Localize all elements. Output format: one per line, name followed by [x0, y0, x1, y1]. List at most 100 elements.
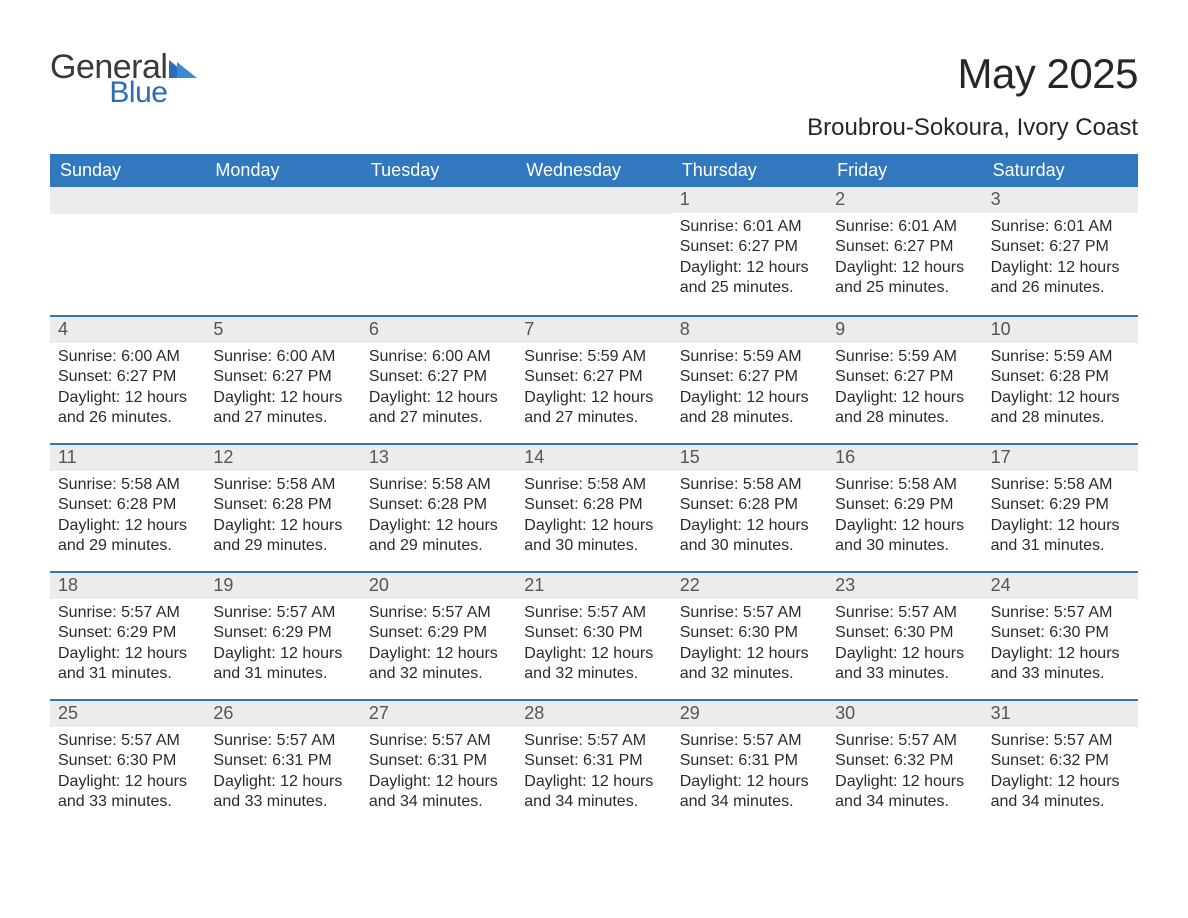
daylight-text: Daylight: 12 hours and 29 minutes.: [369, 516, 508, 557]
calendar-cell: 4Sunrise: 6:00 AMSunset: 6:27 PMDaylight…: [50, 317, 205, 443]
daylight-text: Daylight: 12 hours and 33 minutes.: [991, 644, 1130, 685]
sunset-text: Sunset: 6:29 PM: [58, 623, 197, 643]
cell-body: Sunrise: 5:58 AMSunset: 6:28 PMDaylight:…: [205, 471, 360, 565]
daylight-text: Daylight: 12 hours and 31 minutes.: [213, 644, 352, 685]
daylight-text: Daylight: 12 hours and 34 minutes.: [369, 772, 508, 813]
calendar-cell: 11Sunrise: 5:58 AMSunset: 6:28 PMDayligh…: [50, 445, 205, 571]
cell-body: Sunrise: 5:59 AMSunset: 6:28 PMDaylight:…: [983, 343, 1138, 437]
calendar-cell: 21Sunrise: 5:57 AMSunset: 6:30 PMDayligh…: [516, 573, 671, 699]
daylight-text: Daylight: 12 hours and 28 minutes.: [991, 388, 1130, 429]
calendar-cell: 3Sunrise: 6:01 AMSunset: 6:27 PMDaylight…: [983, 187, 1138, 315]
day-number: 13: [361, 445, 516, 471]
sunset-text: Sunset: 6:27 PM: [835, 237, 974, 257]
day-number: 9: [827, 317, 982, 343]
cell-body: Sunrise: 5:57 AMSunset: 6:32 PMDaylight:…: [827, 727, 982, 821]
calendar-cell: 14Sunrise: 5:58 AMSunset: 6:28 PMDayligh…: [516, 445, 671, 571]
sunset-text: Sunset: 6:32 PM: [991, 751, 1130, 771]
calendar-cell: 12Sunrise: 5:58 AMSunset: 6:28 PMDayligh…: [205, 445, 360, 571]
cell-body: Sunrise: 5:59 AMSunset: 6:27 PMDaylight:…: [827, 343, 982, 437]
cell-body: Sunrise: 6:01 AMSunset: 6:27 PMDaylight:…: [983, 213, 1138, 307]
day-number: 24: [983, 573, 1138, 599]
daylight-text: Daylight: 12 hours and 33 minutes.: [835, 644, 974, 685]
cell-body: Sunrise: 5:59 AMSunset: 6:27 PMDaylight:…: [672, 343, 827, 437]
day-number: 4: [50, 317, 205, 343]
sunset-text: Sunset: 6:27 PM: [213, 367, 352, 387]
calendar-cell: 10Sunrise: 5:59 AMSunset: 6:28 PMDayligh…: [983, 317, 1138, 443]
sunset-text: Sunset: 6:29 PM: [835, 495, 974, 515]
daylight-text: Daylight: 12 hours and 27 minutes.: [213, 388, 352, 429]
calendar-cell: 29Sunrise: 5:57 AMSunset: 6:31 PMDayligh…: [672, 701, 827, 827]
day-number: 25: [50, 701, 205, 727]
sunset-text: Sunset: 6:31 PM: [524, 751, 663, 771]
sunset-text: Sunset: 6:30 PM: [58, 751, 197, 771]
daylight-text: Daylight: 12 hours and 33 minutes.: [213, 772, 352, 813]
daylight-text: Daylight: 12 hours and 34 minutes.: [835, 772, 974, 813]
day-header: Saturday: [983, 154, 1138, 187]
daylight-text: Daylight: 12 hours and 32 minutes.: [680, 644, 819, 685]
daylight-text: Daylight: 12 hours and 27 minutes.: [369, 388, 508, 429]
daylight-text: Daylight: 12 hours and 30 minutes.: [680, 516, 819, 557]
calendar-cell: 7Sunrise: 5:59 AMSunset: 6:27 PMDaylight…: [516, 317, 671, 443]
day-number: 27: [361, 701, 516, 727]
day-number: 12: [205, 445, 360, 471]
day-number: [361, 187, 516, 214]
sunrise-text: Sunrise: 5:57 AM: [524, 603, 663, 623]
day-number: 21: [516, 573, 671, 599]
sunrise-text: Sunrise: 5:58 AM: [369, 475, 508, 495]
sunset-text: Sunset: 6:28 PM: [369, 495, 508, 515]
cell-body: Sunrise: 5:58 AMSunset: 6:28 PMDaylight:…: [361, 471, 516, 565]
day-header: Friday: [827, 154, 982, 187]
sunset-text: Sunset: 6:31 PM: [369, 751, 508, 771]
cell-body: Sunrise: 5:57 AMSunset: 6:29 PMDaylight:…: [361, 599, 516, 693]
day-header-row: SundayMondayTuesdayWednesdayThursdayFrid…: [50, 154, 1138, 187]
day-number: 10: [983, 317, 1138, 343]
day-number: 11: [50, 445, 205, 471]
calendar-cell: 9Sunrise: 5:59 AMSunset: 6:27 PMDaylight…: [827, 317, 982, 443]
cell-body: Sunrise: 6:01 AMSunset: 6:27 PMDaylight:…: [827, 213, 982, 307]
calendar-cell: 19Sunrise: 5:57 AMSunset: 6:29 PMDayligh…: [205, 573, 360, 699]
sunrise-text: Sunrise: 5:59 AM: [524, 347, 663, 367]
cell-body: Sunrise: 5:57 AMSunset: 6:30 PMDaylight:…: [672, 599, 827, 693]
sunrise-text: Sunrise: 5:58 AM: [991, 475, 1130, 495]
calendar-cell: [361, 187, 516, 315]
daylight-text: Daylight: 12 hours and 27 minutes.: [524, 388, 663, 429]
calendar-cell: 1Sunrise: 6:01 AMSunset: 6:27 PMDaylight…: [672, 187, 827, 315]
sunrise-text: Sunrise: 6:00 AM: [369, 347, 508, 367]
header: General Blue May 2025 Broubrou-Sokoura, …: [50, 50, 1138, 142]
calendar-cell: 13Sunrise: 5:58 AMSunset: 6:28 PMDayligh…: [361, 445, 516, 571]
cell-body: Sunrise: 5:58 AMSunset: 6:29 PMDaylight:…: [983, 471, 1138, 565]
sunrise-text: Sunrise: 5:58 AM: [835, 475, 974, 495]
sunset-text: Sunset: 6:27 PM: [991, 237, 1130, 257]
calendar-cell: 16Sunrise: 5:58 AMSunset: 6:29 PMDayligh…: [827, 445, 982, 571]
weeks-container: 1Sunrise: 6:01 AMSunset: 6:27 PMDaylight…: [50, 187, 1138, 827]
daylight-text: Daylight: 12 hours and 32 minutes.: [369, 644, 508, 685]
day-header: Sunday: [50, 154, 205, 187]
cell-body: Sunrise: 5:58 AMSunset: 6:28 PMDaylight:…: [672, 471, 827, 565]
daylight-text: Daylight: 12 hours and 33 minutes.: [58, 772, 197, 813]
daylight-text: Daylight: 12 hours and 30 minutes.: [835, 516, 974, 557]
day-number: 26: [205, 701, 360, 727]
calendar-cell: 20Sunrise: 5:57 AMSunset: 6:29 PMDayligh…: [361, 573, 516, 699]
day-number: [205, 187, 360, 214]
calendar-cell: 17Sunrise: 5:58 AMSunset: 6:29 PMDayligh…: [983, 445, 1138, 571]
day-number: 18: [50, 573, 205, 599]
day-number: 29: [672, 701, 827, 727]
sunset-text: Sunset: 6:28 PM: [524, 495, 663, 515]
sunset-text: Sunset: 6:27 PM: [524, 367, 663, 387]
day-header: Wednesday: [516, 154, 671, 187]
daylight-text: Daylight: 12 hours and 30 minutes.: [524, 516, 663, 557]
calendar-cell: 5Sunrise: 6:00 AMSunset: 6:27 PMDaylight…: [205, 317, 360, 443]
sunset-text: Sunset: 6:31 PM: [213, 751, 352, 771]
calendar-week: 4Sunrise: 6:00 AMSunset: 6:27 PMDaylight…: [50, 315, 1138, 443]
daylight-text: Daylight: 12 hours and 32 minutes.: [524, 644, 663, 685]
day-number: [50, 187, 205, 214]
calendar-cell: 18Sunrise: 5:57 AMSunset: 6:29 PMDayligh…: [50, 573, 205, 699]
day-number: 14: [516, 445, 671, 471]
day-header: Thursday: [672, 154, 827, 187]
daylight-text: Daylight: 12 hours and 29 minutes.: [58, 516, 197, 557]
calendar-week: 25Sunrise: 5:57 AMSunset: 6:30 PMDayligh…: [50, 699, 1138, 827]
cell-body: Sunrise: 5:57 AMSunset: 6:29 PMDaylight:…: [205, 599, 360, 693]
sunrise-text: Sunrise: 5:57 AM: [680, 603, 819, 623]
calendar: SundayMondayTuesdayWednesdayThursdayFrid…: [50, 154, 1138, 827]
sunrise-text: Sunrise: 5:57 AM: [991, 731, 1130, 751]
